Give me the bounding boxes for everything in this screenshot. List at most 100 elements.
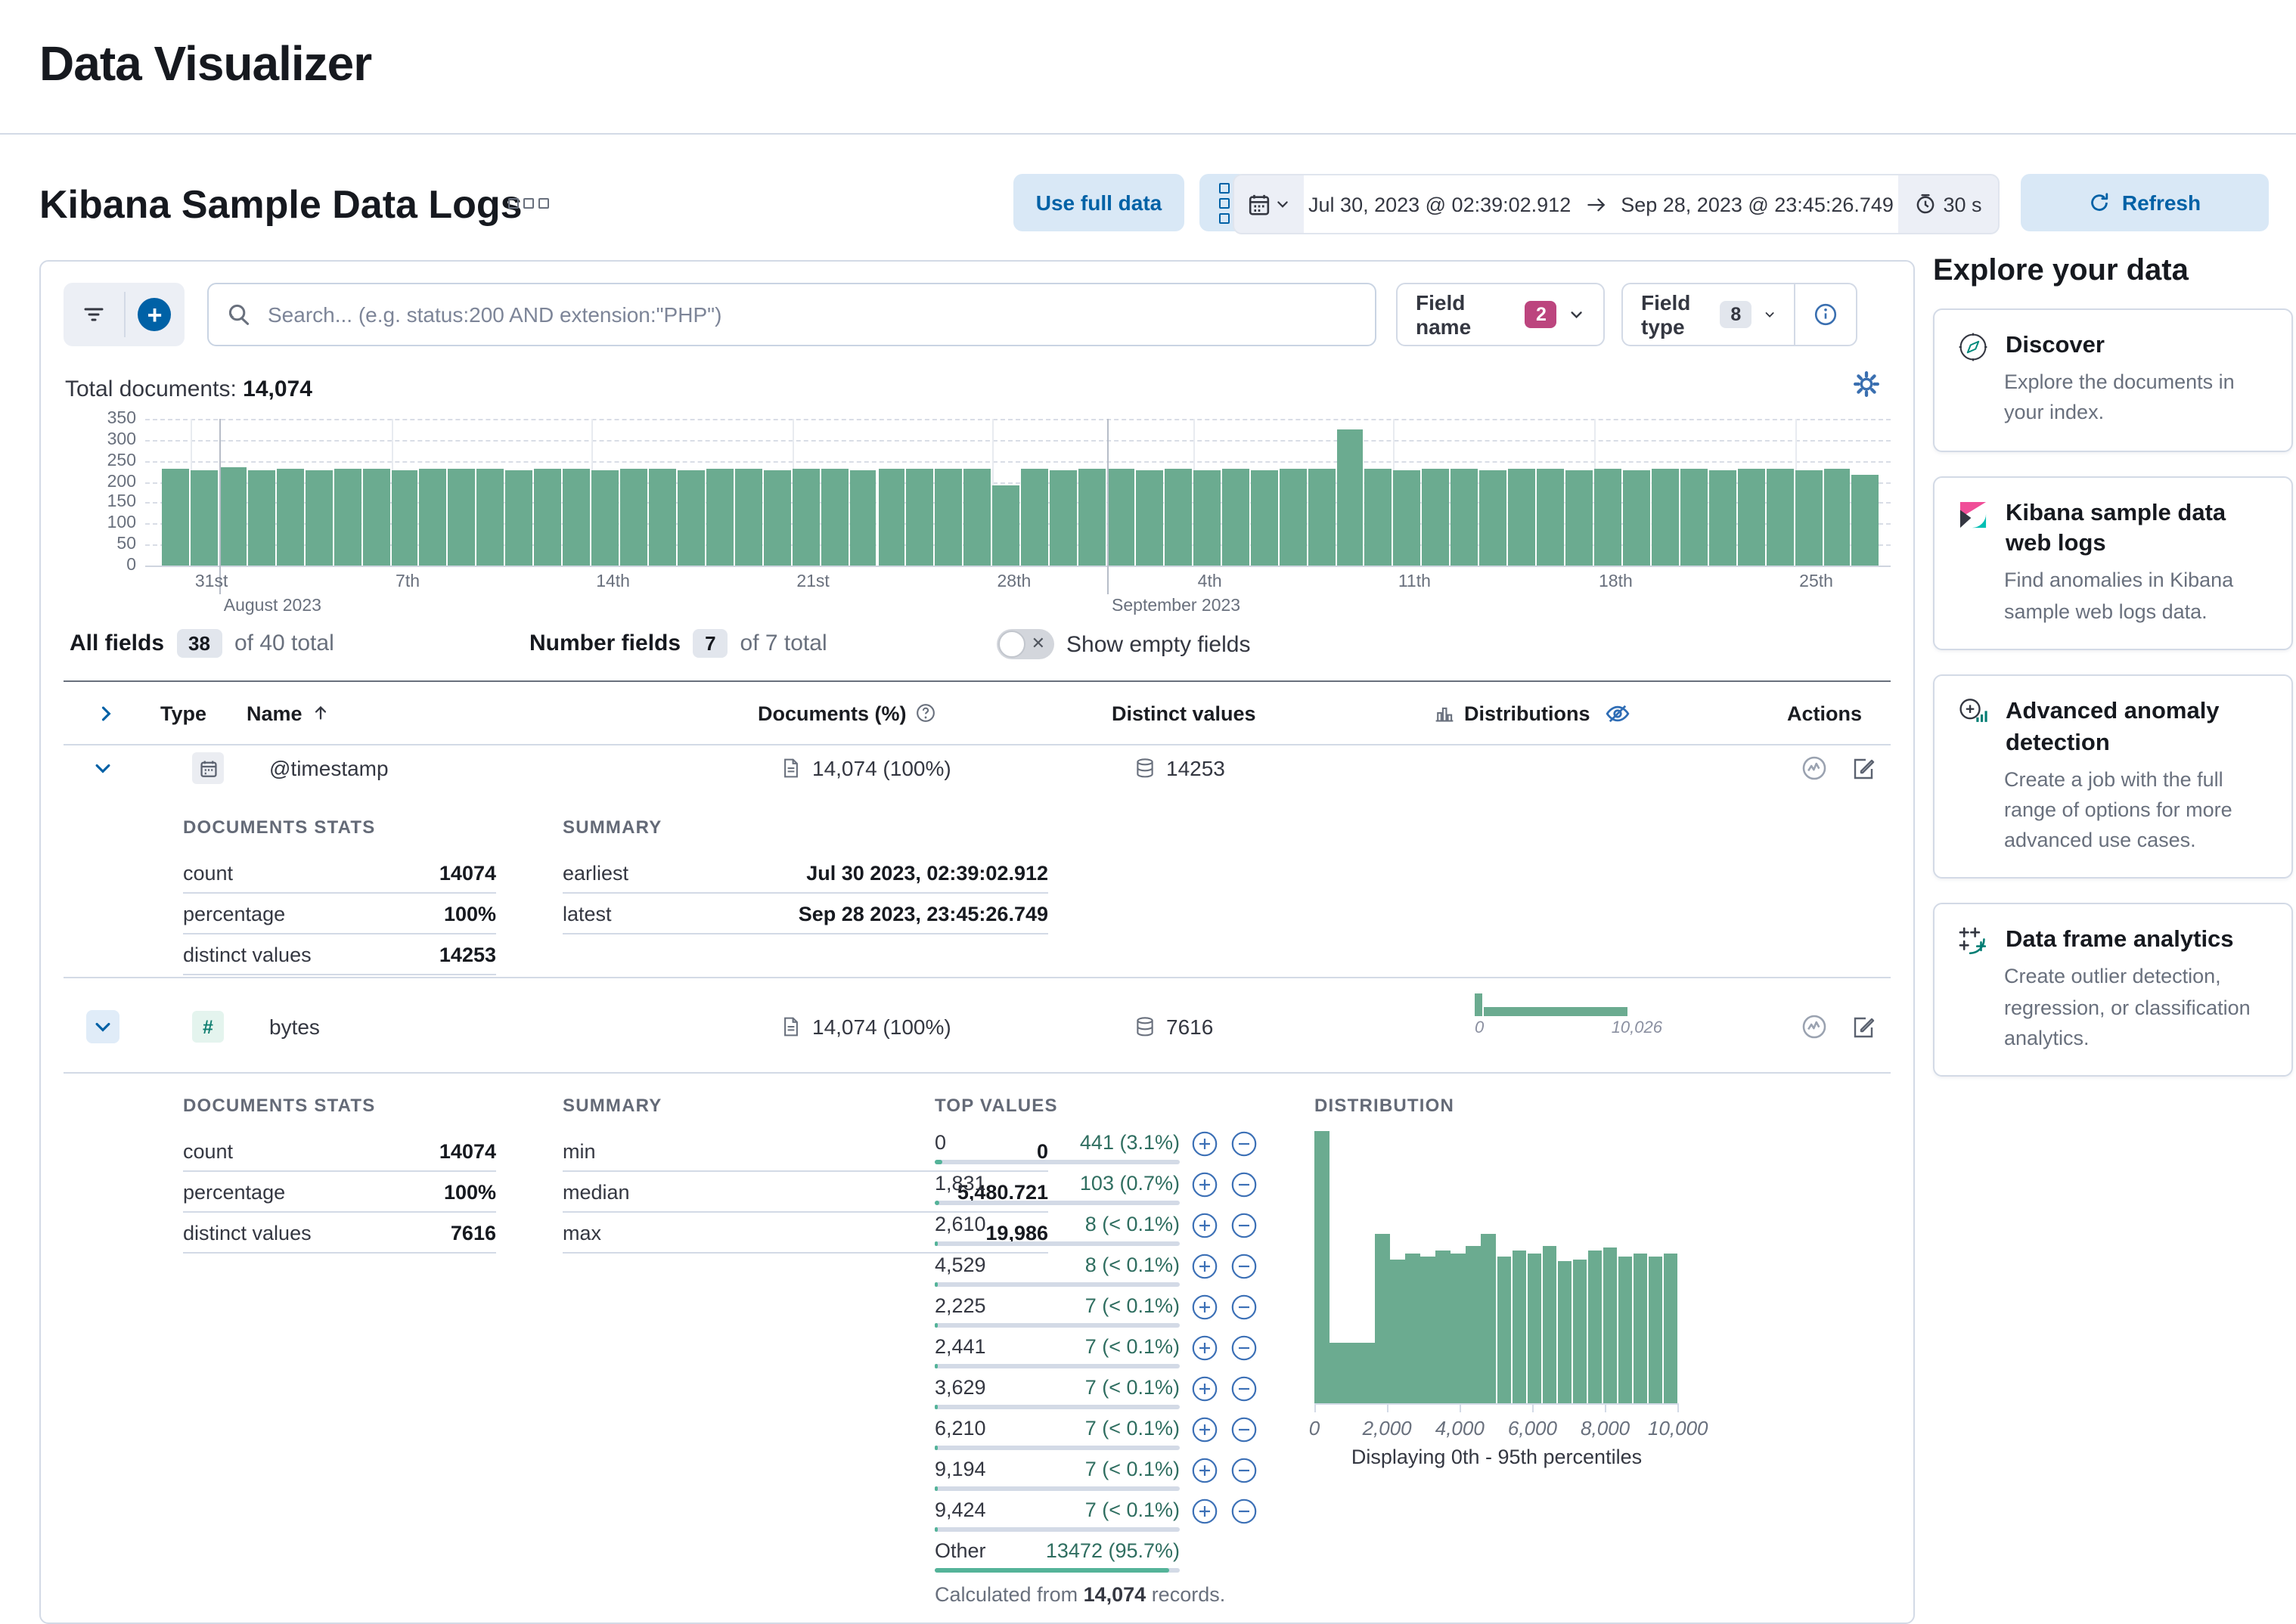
filter-out-value-icon[interactable] [1231,1172,1257,1198]
filter-for-value-icon[interactable] [1192,1294,1218,1320]
filter-for-value-icon[interactable] [1192,1417,1218,1443]
top-value-count[interactable]: 7 (< 0.1%) [1084,1498,1180,1521]
timeline-bar [1336,429,1364,566]
field-name-select[interactable]: Field name 2 [1396,283,1605,346]
filter-for-value-icon[interactable] [1192,1254,1218,1279]
date-end[interactable]: Sep 28, 2023 @ 23:45:26.749 [1621,193,1894,215]
header-name[interactable]: Name [247,702,330,724]
timeline-bar [1364,469,1392,566]
top-value-count[interactable]: 8 (< 0.1%) [1084,1254,1180,1276]
filter-for-value-icon[interactable] [1192,1498,1218,1524]
filter-button[interactable] [64,283,123,346]
header-documents[interactable]: Documents (%) [758,702,937,724]
top-value-count[interactable]: 13472 (95.7%) [1045,1539,1180,1562]
filter-for-value-icon[interactable] [1192,1335,1218,1361]
top-value: 9,194 [935,1458,986,1480]
sidebar-card-data-frame-analytics[interactable]: Data frame analytics Create outlier detec… [1933,903,2293,1077]
timeline-bar [849,470,877,566]
top-value-count[interactable]: 441 (3.1%) [1079,1131,1180,1154]
search-input[interactable] [265,301,1357,328]
header-distributions: Distributions [1434,700,1631,726]
top-value-item: 4,529 8 (< 0.1%) [935,1254,1257,1287]
distribution-bar [1375,1234,1390,1403]
use-full-data-button[interactable]: Use full data [1013,174,1184,231]
chart-settings-button[interactable] [1853,370,1880,398]
gridline [145,419,1891,420]
show-empty-fields-toggle[interactable]: ✕ [997,629,1054,659]
distribution-histogram[interactable] [1314,1131,1680,1412]
number-fields-label: Number fields [529,631,681,656]
top-value-count[interactable]: 7 (< 0.1%) [1084,1335,1180,1358]
top-value-actions [1192,1213,1257,1238]
collapse-row-button[interactable] [86,752,119,785]
collapse-row-button[interactable] [86,1010,119,1043]
mini-distribution-chart[interactable]: 0 10,026 [1475,993,1662,1037]
show-empty-fields-label: Show empty fields [1066,631,1251,657]
top-value-item: 0 441 (3.1%) [935,1131,1257,1164]
top-value-bar-fill [935,1486,938,1491]
stat-value: 14253 [439,943,496,965]
top-value-bar [935,1282,1180,1287]
refresh-button[interactable]: Refresh [2021,174,2269,231]
refresh-interval-button[interactable]: 30 s [1898,175,1998,233]
date-start[interactable]: Jul 30, 2023 @ 02:39:02.912 [1308,193,1572,215]
y-tick-label: 0 [126,556,136,575]
filter-for-value-icon[interactable] [1192,1172,1218,1198]
header-distinct-values[interactable]: Distinct values [1112,702,1256,724]
filter-out-value-icon[interactable] [1231,1498,1257,1524]
top-value-bar-fill [935,1323,938,1328]
timeline-bar [992,485,1020,566]
data-visualizer-app: Data Visualizer Kibana Sample Data Logs … [0,36,2296,1624]
header-type[interactable]: Type [160,702,207,724]
filter-for-value-icon[interactable] [1192,1213,1218,1238]
chart-plot-area[interactable] [127,419,1891,594]
stat-row: percentage 100% [183,1172,496,1213]
edit-field-action-icon[interactable] [1851,756,1876,780]
distribution-caption: Displaying 0th - 95th percentiles [1351,1446,1643,1468]
top-value-item: 9,424 7 (< 0.1%) [935,1498,1257,1532]
stat-label: percentage [183,902,286,925]
eye-closed-icon[interactable] [1606,700,1631,726]
field-type-select[interactable]: Field type 8 [1623,284,1794,345]
filter-out-value-icon[interactable] [1231,1254,1257,1279]
field-type-count-badge: 8 [1720,301,1752,328]
top-value-count[interactable]: 103 (0.7%) [1079,1172,1180,1195]
top-value-count[interactable]: 7 (< 0.1%) [1084,1294,1180,1317]
top-value-count[interactable]: 8 (< 0.1%) [1084,1213,1180,1235]
top-value-count[interactable]: 7 (< 0.1%) [1084,1458,1180,1480]
anomaly-chart-action-icon[interactable] [1801,1014,1827,1040]
filter-for-value-icon[interactable] [1192,1376,1218,1402]
sidebar-card-advanced-anomaly-detection[interactable]: Advanced anomaly detection Create a job w… [1933,674,2293,879]
anomaly-chart-action-icon[interactable] [1801,755,1827,781]
index-options-icon[interactable] [508,198,549,209]
edit-field-action-icon[interactable] [1851,1015,1876,1039]
sidebar-card-discover[interactable]: Discover Explore the documents in your in… [1933,308,2293,451]
filter-out-value-icon[interactable] [1231,1213,1257,1238]
sidebar-card-kibana-sample-data-web-logs[interactable]: Kibana sample data web logs Find anomalie… [1933,476,2293,650]
date-range-values[interactable]: Jul 30, 2023 @ 02:39:02.912 Sep 28, 2023… [1304,175,1898,233]
filter-out-value-icon[interactable] [1231,1131,1257,1157]
filter-out-value-icon[interactable] [1231,1335,1257,1361]
expand-all-button[interactable] [95,702,116,724]
add-filter-button[interactable]: + [125,283,185,346]
top-value-count[interactable]: 7 (< 0.1%) [1084,1376,1180,1399]
top-value-count[interactable]: 7 (< 0.1%) [1084,1417,1180,1440]
filter-out-value-icon[interactable] [1231,1376,1257,1402]
filter-out-value-icon[interactable] [1231,1417,1257,1443]
filter-out-value-icon[interactable] [1231,1458,1257,1483]
histogram-icon [1435,707,1454,722]
info-button[interactable] [1795,284,1856,345]
stat-label: max [563,1221,602,1244]
summary-block: SUMMARY earliest Jul 30 2023, 02:39:02.91… [563,817,1048,934]
top-value-line: Other 13472 (95.7%) [935,1539,1180,1565]
query-filter-group: + [64,283,185,346]
top-value-bar-fill [935,1446,938,1450]
document-icon [784,758,798,778]
filter-for-value-icon[interactable] [1192,1458,1218,1483]
calendar-dropdown-button[interactable] [1234,175,1304,233]
filter-for-value-icon[interactable] [1192,1131,1218,1157]
number-fields-count-badge: 7 [693,629,728,658]
stat-row: count 14074 [183,853,496,894]
anomaly-detection-icon [1957,697,1989,729]
filter-out-value-icon[interactable] [1231,1294,1257,1320]
